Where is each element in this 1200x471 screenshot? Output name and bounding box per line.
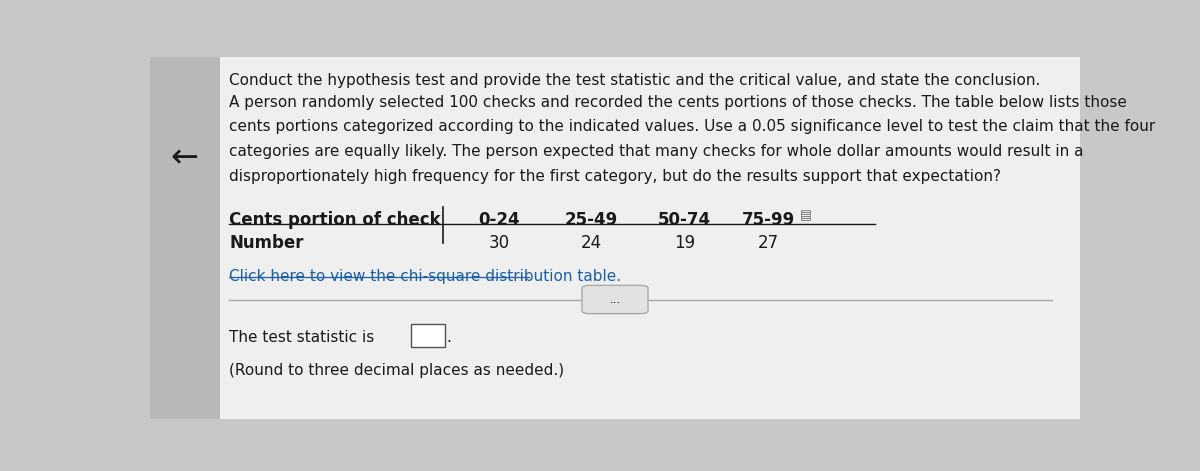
Text: Number: Number [229, 234, 304, 252]
Text: ...: ... [610, 293, 620, 306]
Text: categories are equally likely. The person expected that many checks for whole do: categories are equally likely. The perso… [229, 144, 1084, 159]
Text: 0-24: 0-24 [478, 211, 520, 228]
Text: 19: 19 [674, 234, 695, 252]
Text: Cents portion of check: Cents portion of check [229, 211, 440, 228]
Text: Conduct the hypothesis test and provide the test statistic and the critical valu: Conduct the hypothesis test and provide … [229, 73, 1040, 88]
Text: (Round to three decimal places as needed.): (Round to three decimal places as needed… [229, 363, 564, 378]
Text: 30: 30 [488, 234, 509, 252]
Text: Click here to view the chi-square distribution table.: Click here to view the chi-square distri… [229, 268, 622, 284]
Text: 25-49: 25-49 [565, 211, 618, 228]
Text: The test statistic is: The test statistic is [229, 330, 374, 345]
Text: .: . [446, 330, 451, 345]
Text: 50-74: 50-74 [658, 211, 712, 228]
Text: 24: 24 [581, 234, 602, 252]
FancyBboxPatch shape [412, 324, 445, 348]
Text: A person randomly selected 100 checks and recorded the cents portions of those c: A person randomly selected 100 checks an… [229, 95, 1127, 110]
Text: ←: ← [170, 142, 198, 175]
FancyBboxPatch shape [150, 57, 220, 419]
Text: disproportionately high frequency for the first category, but do the results sup: disproportionately high frequency for th… [229, 169, 1001, 184]
Text: cents portions categorized according to the indicated values. Use a 0.05 signifi: cents portions categorized according to … [229, 119, 1156, 134]
Text: 75-99: 75-99 [742, 211, 796, 228]
FancyBboxPatch shape [220, 57, 1080, 419]
FancyBboxPatch shape [582, 285, 648, 314]
Text: ▤: ▤ [799, 209, 811, 222]
Text: 27: 27 [758, 234, 779, 252]
